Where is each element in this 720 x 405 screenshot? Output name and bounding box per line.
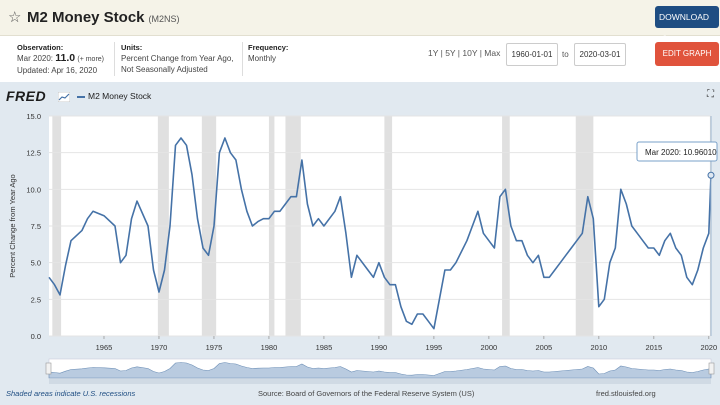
legend: M2 Money Stock (77, 91, 151, 101)
x-tick-label: 1965 (96, 343, 113, 352)
y-tick-label: 12.5 (26, 149, 41, 158)
observation-value: 11.0 (55, 52, 76, 64)
frequency-value: Monthly (248, 54, 277, 63)
series-line (48, 137, 712, 330)
tooltip-box (636, 141, 718, 162)
favorite-star-icon[interactable]: ☆ (8, 9, 22, 26)
legend-swatch (77, 95, 85, 98)
y-tick-label: 2.5 (31, 295, 41, 304)
fred-chart-icon (58, 92, 70, 102)
recession-note: Shaded areas indicate U.S. recessions (6, 389, 136, 398)
frequency-label: Frequency: (248, 43, 289, 52)
units-line-2: Not Seasonally Adjusted (121, 65, 208, 74)
download-button[interactable]: DOWNLOAD ⬇ (655, 6, 719, 44)
x-tick-label: 1975 (206, 343, 223, 352)
range-10y[interactable]: 10Y (462, 48, 478, 58)
hover-point (707, 171, 715, 179)
observation-line: Mar 2020: 11.0 (+ more) (17, 53, 104, 65)
units-label: Units: (121, 43, 143, 52)
tooltip-text: Mar 2020: 10.96010 (645, 148, 717, 157)
meta-divider (242, 42, 243, 76)
observation-block: Observation: Mar 2020: 11.0 (+ more) Upd… (17, 42, 104, 76)
y-axis-label: Percent Change from Year Ago (8, 174, 17, 277)
navigator-handle-right (708, 362, 715, 375)
x-tick-label: 1985 (316, 343, 333, 352)
x-tick-label: 2005 (536, 343, 553, 352)
range-5y[interactable]: 5Y (445, 48, 456, 58)
x-tick-label: 2015 (645, 343, 662, 352)
x-tick-label: 2010 (590, 343, 607, 352)
updated-date: Updated: Apr 16, 2020 (17, 66, 98, 75)
observation-label: Observation: (17, 43, 64, 52)
series-id: (M2NS) (148, 14, 180, 24)
units-block: Units: Percent Change from Year Ago, Not… (121, 42, 234, 75)
page-title: M2 Money Stock (M2NS) (27, 9, 180, 26)
meta-divider (114, 42, 115, 76)
y-tick-label: 10.0 (26, 185, 41, 194)
range-max[interactable]: Max (484, 48, 501, 58)
y-tick-label: 15.0 (26, 112, 41, 121)
navigator-handle-left (45, 362, 52, 375)
x-tick-label: 1990 (371, 343, 388, 352)
date-to-label: to (562, 50, 569, 59)
x-tick-label: 2000 (481, 343, 498, 352)
x-tick-label: 1970 (151, 343, 168, 352)
observation-more-link[interactable]: (+ more) (77, 56, 105, 63)
start-date-input[interactable]: 1960-01-01 (506, 43, 558, 66)
fred-logo: FRED (6, 88, 47, 104)
title-bar: ☆ M2 Money Stock (M2NS) DOWNLOAD ⬇ (0, 0, 720, 44)
navigator-area (48, 362, 712, 379)
source-note: Source: Board of Governors of the Federa… (258, 389, 475, 398)
units-line-1: Percent Change from Year Ago, (121, 54, 234, 63)
download-label: DOWNLOAD (659, 12, 710, 22)
end-date-input[interactable]: 2020-03-01 (574, 43, 626, 66)
y-tick-label: 5.0 (31, 259, 41, 268)
legend-label: M2 Money Stock (88, 91, 152, 101)
x-tick-label: 2020 (700, 343, 717, 352)
series-title: M2 Money Stock (27, 9, 145, 26)
navigator-scrollbar (49, 379, 711, 384)
range-1y[interactable]: 1Y (428, 48, 439, 58)
fullscreen-icon[interactable]: ⛶ (707, 89, 714, 100)
download-icon: ⬇ (661, 34, 669, 44)
x-tick-label: 1980 (261, 343, 278, 352)
x-tick-label: 1995 (426, 343, 443, 352)
observation-period: Mar 2020: (17, 54, 54, 63)
edit-graph-button[interactable]: EDIT GRAPH (655, 42, 719, 66)
site-url[interactable]: fred.stlouisfed.org (596, 389, 656, 398)
y-tick-label: 7.5 (31, 222, 41, 231)
range-selector: 1Y | 5Y | 10Y | Max (428, 48, 501, 58)
frequency-block: Frequency: Monthly (248, 42, 288, 64)
y-tick-label: 0.0 (31, 332, 41, 341)
